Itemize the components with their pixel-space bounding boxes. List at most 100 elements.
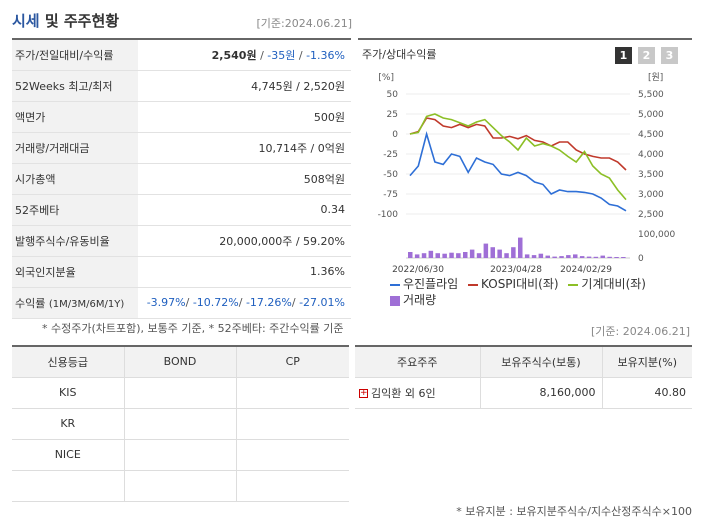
holder-shares: 8,160,000 (480, 377, 603, 409)
left-unit-label: [%] (378, 73, 394, 83)
volume-bar (552, 256, 557, 258)
footnote-holding: * 보유지분 : 보유지분주식수/지수산정주식수×100 (456, 505, 692, 518)
footnote-price: * 수정주가(차트포함), 보통주 기준, * 52주베타: 주간수익률 기준 (42, 322, 344, 335)
volume-bar (497, 249, 502, 258)
week52-value: 4,745원 / 2,520원 (138, 70, 351, 102)
table-row: KIS (12, 377, 349, 409)
volume-bar (573, 254, 578, 258)
volume-bar (518, 237, 523, 258)
volume-bar (490, 247, 495, 258)
volume-bar (456, 253, 461, 258)
credit-agency: KIS (12, 377, 125, 409)
volume-bar (545, 255, 550, 258)
table-row: KR (12, 408, 349, 440)
beta-label: 52주베타 (12, 194, 138, 226)
left-tick-label: -100 (378, 210, 399, 220)
credit-header-bond: BOND (124, 345, 237, 378)
volume-bar (538, 253, 544, 258)
price-value: 2,540원 / -35원 / -1.36% (138, 38, 351, 71)
table-row: + 김익환 외 6인 8,160,000 40.80 (355, 377, 692, 409)
left-tick-label: 0 (392, 130, 398, 140)
volume-bar (408, 252, 413, 258)
legend-item-volume: 거래량 (390, 292, 436, 308)
chart-tab-2[interactable]: 2 (638, 47, 655, 64)
price-info-table: 주가/전일대비/수익률 2,540원 / -35원 / -1.36% 52Wee… (12, 38, 351, 319)
par-label: 액면가 (12, 101, 138, 133)
left-tick-label: -50 (383, 170, 398, 180)
right-tick-label: 5,000 (638, 110, 664, 120)
volume-bar (449, 252, 454, 258)
volume-bar (621, 257, 626, 258)
table-row: 52Weeks 최고/최저 4,745원 / 2,520원 (12, 70, 351, 102)
foreign-value: 1.36% (138, 256, 351, 288)
right-tick-label: 3,000 (638, 190, 664, 200)
left-tick-label: -75 (383, 190, 398, 200)
section-header: 시세 및 주주현황 [기준:2024.06.21] (12, 8, 352, 34)
volume-bar (586, 256, 592, 258)
volume-bar (566, 255, 571, 258)
reference-date: [기준:2024.06.21] (256, 17, 352, 30)
shares-value: 20,000,000주 / 59.20% (138, 225, 351, 257)
right-unit-label: [원] (648, 72, 663, 83)
right-tick-label: 2,500 (638, 210, 664, 220)
chart-legend: 우진플라임 KOSPI대비(좌) 기계대비(좌) 거래량 (390, 276, 690, 308)
legend-item-machine: 기계대비(좌) (568, 276, 646, 292)
volume-bar (559, 256, 564, 258)
holder-header-name: 주요주주 (355, 345, 481, 378)
volume-bar (469, 249, 475, 258)
volume-bar (579, 256, 585, 258)
table-row: 거래량/거래대금 10,714주 / 0억원 (12, 132, 351, 164)
table-row (12, 470, 349, 502)
right-tick-label: 5,500 (638, 90, 664, 100)
legend-item-stock: 우진플라임 (390, 276, 458, 292)
reference-date-2: [기준: 2024.06.21] (590, 325, 690, 338)
right-tick-label: 4,000 (638, 150, 664, 160)
beta-value: 0.34 (138, 194, 351, 226)
price-chart: [%] [원] 50 25 0 -25 -50 -75 -100 5,500 5,000 4,500 4… (378, 72, 676, 275)
price-label: 주가/전일대비/수익률 (12, 38, 138, 71)
expand-plus-icon[interactable]: + (359, 388, 368, 398)
volume-bar (524, 254, 530, 258)
left-tick-label: -25 (383, 150, 398, 160)
returns-label: 수익률 (1M/3M/6M/1Y) (12, 287, 138, 319)
table-row: 주가/전일대비/수익률 2,540원 / -35원 / -1.36% (12, 38, 351, 71)
right-tick-label: 3,500 (638, 170, 664, 180)
volume-bar (483, 243, 489, 258)
credit-header-rating: 신용등급 (12, 345, 125, 378)
volume-bar (600, 255, 605, 258)
week52-label: 52Weeks 최고/최저 (12, 70, 138, 102)
table-row: NICE (12, 439, 349, 471)
mcap-label: 시가총액 (12, 163, 138, 195)
holder-name[interactable]: + 김익환 외 6인 (355, 377, 481, 409)
holder-header-pct: 보유지분(%) (602, 345, 692, 378)
foreign-label: 외국인지분율 (12, 256, 138, 288)
credit-agency (12, 470, 125, 502)
volume-bar (614, 257, 619, 258)
volume-value: 10,714주 / 0억원 (138, 132, 351, 164)
series-line-2 (409, 113, 627, 201)
chart-tab-1[interactable]: 1 (615, 47, 632, 64)
credit-header-cp: CP (236, 345, 349, 378)
volume-bar (593, 256, 599, 258)
mcap-value: 508억원 (138, 163, 351, 195)
section-title: 시세 및 주주현황 (12, 12, 120, 30)
table-row: 외국인지분율 1.36% (12, 256, 351, 288)
right-tick-label: 4,500 (638, 130, 664, 140)
volume-bar (607, 256, 612, 258)
credit-agency: KR (12, 408, 125, 440)
credit-agency: NICE (12, 439, 125, 471)
holder-pct: 40.80 (602, 377, 692, 409)
returns-value: -3.97%/ -10.72%/ -17.26%/ -27.01% (138, 287, 351, 319)
legend-item-kospi: KOSPI대비(좌) (468, 276, 559, 292)
volume-bar (531, 255, 537, 258)
par-value: 500원 (138, 101, 351, 133)
left-tick-label: 25 (387, 110, 398, 120)
table-row: 52주베타 0.34 (12, 194, 351, 226)
volume-bar (442, 253, 447, 258)
left-tick-label: 50 (387, 90, 399, 100)
volume-tick-label: 100,000 (638, 230, 675, 240)
x-tick-label: 2024/02/29 (560, 265, 612, 275)
volume-bar (504, 253, 509, 258)
chart-tab-3[interactable]: 3 (661, 47, 678, 64)
